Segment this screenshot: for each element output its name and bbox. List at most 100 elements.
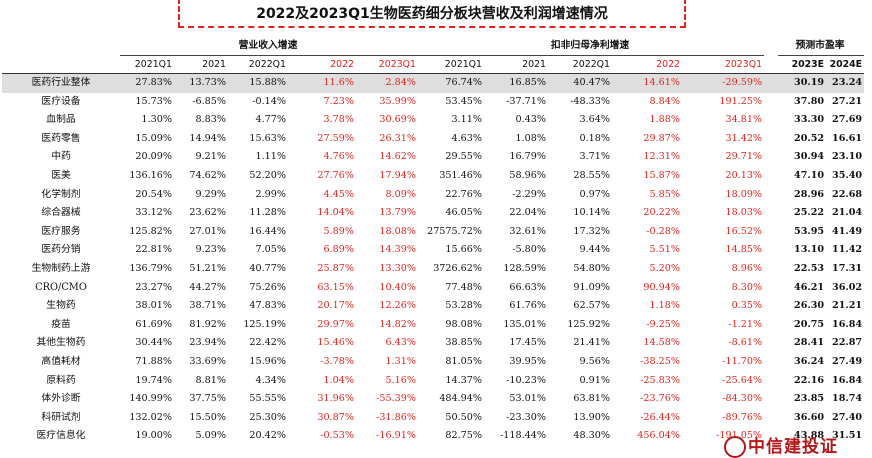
table-cell: 11.42 [832,244,863,256]
table-cell: -191.05% [716,430,763,442]
table-row: 血制品 1.30% 8.83% 4.77% 3.78% 30.69% 3.11% 0.43% 3… [2,111,864,130]
table-cell: 81.92% [189,318,226,330]
table-cell: 16.61 [832,132,863,144]
table-cell: 71.88% [135,355,172,367]
table-cell: -84.30% [722,393,763,405]
table-cell: 75.26% [249,281,286,293]
table-cell: 41.49 [832,225,863,237]
table-cell: 9.29% [195,188,226,200]
year-header: 2021Q1 [120,55,174,74]
table-cell: 16.85% [484,73,548,93]
segment-name: 中药 [51,151,71,163]
table-cell: 27.21 [832,95,863,107]
table-cell: 39.95% [509,355,546,367]
table-cell: 16.84 [832,374,863,386]
table-cell: 16.84 [832,318,863,330]
table-cell: 3.71% [579,151,610,163]
table-cell: 27.40 [832,411,863,423]
table-row: 医药行业整体 27.83% 13.73% 15.88% 11.6% 2.84% 76.74%… [2,73,865,93]
table-cell: 5.89% [323,225,354,237]
table-cell: 4.34% [255,374,286,386]
table-cell: 15.87% [643,169,680,181]
table-cell: -89.76% [722,411,763,423]
table-cell: -23.30% [506,411,546,423]
table-cell: 0.91% [579,374,610,386]
table-cell: 136.16% [129,169,172,181]
table-cell: -23.76% [640,393,680,405]
table-cell: 14.39% [379,244,416,256]
table-cell: 31.51 [832,430,863,442]
table-cell: 21.41% [573,337,610,349]
title-frame [178,0,686,28]
table-cell: 90.94% [643,281,680,293]
table-cell: 40.77% [249,262,286,274]
table-row: 医疗信息化 19.00% 5.09% 20.42% -0.53% -16.91% 82.75… [2,427,864,446]
table-cell: 53.01% [509,393,546,405]
table-cell: 28.96 [794,188,825,200]
table-cell: 17.45% [509,337,546,349]
table-row: 生物制药上游 136.79% 51.21% 40.77% 25.87% 13.30% 372… [2,260,864,279]
table-cell: 18.08% [379,225,416,237]
table-cell: 2.84% [356,73,418,93]
table-cell: -29.59% [682,73,765,93]
table-cell: 20.22% [643,207,680,219]
table-cell: 9.23% [195,244,226,256]
group-profit: 扣非归母净利增速 [418,37,765,56]
segment-name: 原料药 [46,374,76,386]
table-cell: 351.46% [439,169,482,181]
brand-logo: 中信建投证 [748,437,838,457]
group-pe: 预测市盈率 [778,37,865,56]
table-cell: -0.14% [252,95,286,107]
table-cell: 6.43% [385,337,416,349]
table-cell: 61.69% [135,318,172,330]
table-row: 高值耗材 71.88% 33.69% 15.96% -3.78% 1.31% 81.05% 3… [2,353,864,372]
table-cell: 47.10 [794,169,825,181]
table-cell: 15.63% [249,132,286,144]
table-cell: 14.82% [379,318,416,330]
segment-name: 医药行业整体 [2,73,120,93]
table-cell: 17.31 [832,262,863,274]
table-cell: -9.25% [646,318,680,330]
table-cell: 25.22 [794,207,825,219]
table-cell: 27.69 [832,114,863,126]
segment-name: 医药分销 [41,244,81,256]
table-cell: 66.63% [509,281,546,293]
table-cell: 8.96% [731,262,763,274]
table-cell: 62.57% [573,300,610,312]
table-cell: 34.81% [725,114,763,126]
table-cell: 1.04% [323,374,354,386]
table-row: CRO/CMO 23.27% 44.27% 75.26% 63.15% 10.40% 77.… [2,279,864,298]
table-cell: 38.71% [189,300,226,312]
table-cell: 46.21 [794,281,825,293]
table-cell: 33.69% [189,355,226,367]
table-cell: 18.09% [725,188,763,200]
table-cell: 18.74 [832,393,863,405]
table-cell: 30.69% [379,114,416,126]
table-cell: 21.04 [832,207,863,219]
table-cell: 30.94 [794,151,825,163]
table-row: 中药 20.09% 9.21% 1.11% 4.76% 14.62% 29.55% 16.79… [2,148,864,167]
table-cell: 17.32% [573,225,610,237]
table-cell: -48.33% [570,95,610,107]
table-row: 化学制剂 20.54% 9.29% 2.99% 4.45% 8.09% 22.76% -2.2… [2,186,864,205]
table-cell: 15.66% [445,244,482,256]
table-cell: 9.21% [195,151,226,163]
table-cell: 22.04% [509,207,546,219]
segment-name: 医疗信息化 [36,430,86,442]
table-row: 疫苗 61.69% 81.92% 125.19% 29.97% 14.82% 98.08% 1… [2,316,864,335]
year-header: 2022Q1 [228,55,288,74]
table-cell: -31.86% [376,411,416,423]
table-cell: 76.74% [418,73,484,93]
table-cell: 7.05% [255,244,286,256]
table-cell: 27.76% [317,169,354,181]
table-cell: 22.42% [249,337,286,349]
table-row: 其他生物药 30.44% 23.94% 22.42% 15.46% 6.43% 38.85%… [2,334,864,353]
table-cell: -3.78% [320,355,354,367]
table-cell: 20.54% [135,188,172,200]
table-cell: 125.19% [243,318,286,330]
table-cell: -55.39% [376,393,416,405]
table-row: 医美 136.16% 74.62% 52.20% 27.76% 17.94% 351.46%… [2,167,864,186]
table-cell: 43.88 [794,430,825,442]
table-row: 科研试剂 132.02% 15.50% 25.30% 30.87% -31.86% 50.5… [2,409,864,428]
segment-name: 高值耗材 [41,355,81,367]
